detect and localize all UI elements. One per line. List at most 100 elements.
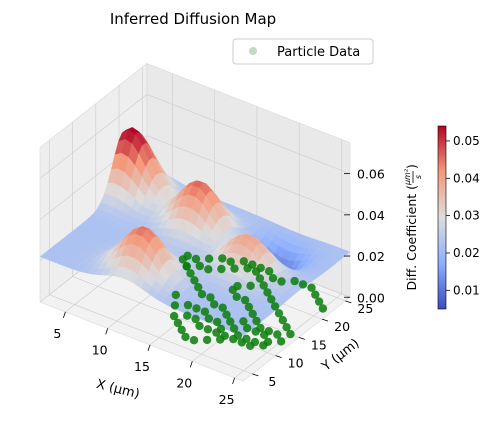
- z-axis-label-unit-num: μm²: [403, 168, 412, 186]
- particle-point: [233, 281, 242, 291]
- particle-point: [178, 255, 188, 264]
- y-tick-label: 15: [311, 337, 327, 352]
- particle-point: [182, 262, 191, 271]
- particle-point: [206, 293, 215, 302]
- particle-point: [229, 324, 239, 333]
- particle-point: [252, 316, 261, 326]
- particle-point: [170, 301, 180, 310]
- z-axis-label-close: ): [404, 164, 419, 169]
- z-tick-label: 0.06: [357, 167, 385, 182]
- colorbar-gradient: [437, 125, 447, 310]
- particle-point: [226, 257, 235, 266]
- particle-point: [192, 304, 201, 313]
- particle-point: [190, 276, 199, 285]
- x-tick-mark: [147, 344, 151, 352]
- particle-point: [200, 307, 210, 316]
- particle-point: [194, 283, 203, 292]
- particle-point: [268, 274, 278, 283]
- particle-point: [274, 309, 284, 318]
- particle-point: [246, 341, 255, 350]
- particle-point: [237, 338, 246, 347]
- particle-point: [191, 254, 201, 264]
- z-tick-label: 0.00: [357, 290, 385, 305]
- gridline-z: [39, 94, 351, 179]
- legend-box: [232, 38, 374, 65]
- z-tick-label: 0.02: [357, 249, 385, 264]
- particle-point: [265, 267, 274, 276]
- particle-point: [244, 302, 254, 312]
- y-tick-mark: [345, 300, 352, 304]
- z-axis-label-main: Diff. Coefficient (: [404, 185, 419, 291]
- particle-point: [239, 317, 248, 326]
- particle-point: [220, 331, 229, 340]
- particle-point: [195, 321, 204, 331]
- x-tick-mark: [189, 361, 193, 368]
- particle-point: [311, 290, 320, 299]
- particle-point: [169, 311, 179, 321]
- particle-point: [239, 257, 248, 266]
- svg-text:Diff. Coefficient (: Diff. Coefficient (: [404, 185, 419, 291]
- particle-point: [248, 260, 257, 269]
- x-tick-label: 5: [53, 326, 61, 341]
- particle-point: [230, 264, 239, 273]
- particle-point: [203, 325, 213, 334]
- x-tick-mark: [63, 311, 66, 319]
- particle-point: [314, 297, 324, 306]
- x-tick-mark: [105, 328, 109, 335]
- particle-point: [173, 318, 183, 328]
- particle-point: [276, 337, 286, 346]
- particle-point: [267, 295, 276, 304]
- particle-point: [260, 330, 269, 339]
- particle-point: [273, 330, 282, 339]
- z-axis-label: Diff. Coefficient ( μm² s ): [403, 164, 423, 290]
- particle-point: [251, 327, 260, 336]
- particle-point: [210, 300, 219, 309]
- particle-point: [177, 325, 186, 335]
- particle-point: [282, 323, 291, 332]
- particle-point: [286, 329, 295, 339]
- y-tick-mark: [275, 355, 282, 359]
- particle-point: [307, 283, 316, 292]
- particle-point: [246, 281, 255, 290]
- particle-points: [169, 251, 328, 350]
- particle-point: [255, 274, 265, 283]
- colorbar-tick-label: 0.03: [453, 209, 480, 223]
- particle-point: [270, 302, 280, 311]
- colorbar-tick-label: 0.02: [453, 246, 480, 260]
- particle-point: [232, 292, 241, 301]
- y-tick-mark: [298, 337, 305, 340]
- particle-point: [186, 269, 195, 278]
- particle-point: [248, 309, 257, 319]
- particle-point: [222, 310, 231, 319]
- particle-point: [277, 277, 286, 286]
- legend-entry-particle-data: Particle Data: [277, 45, 360, 60]
- chart-title: Inferred Diffusion Map: [110, 10, 276, 28]
- particle-point: [259, 281, 268, 290]
- colorbar: 0.01 0.02 0.03 0.04 0.05: [437, 125, 480, 310]
- x-tick-label: 20: [176, 375, 192, 390]
- particle-point: [216, 324, 226, 334]
- particle-point: [183, 311, 192, 320]
- y-tick-label: 20: [334, 319, 350, 334]
- y-tick-mark: [252, 373, 259, 377]
- y-tick-label: 10: [288, 356, 304, 371]
- particle-point: [213, 317, 222, 327]
- x-tick-label: 15: [134, 359, 150, 374]
- particle-point: [243, 324, 252, 333]
- x-tick-mark: [232, 377, 235, 385]
- particle-point: [181, 332, 190, 342]
- z-tick-label: 0.04: [357, 208, 385, 223]
- particle-point: [171, 290, 180, 300]
- x-tick-label: 10: [92, 342, 108, 357]
- particle-point: [204, 314, 213, 323]
- particle-point: [191, 314, 200, 324]
- particle-point: [263, 288, 272, 297]
- particle-point: [290, 276, 299, 286]
- particle-point: [298, 280, 308, 289]
- gridline-z: [39, 135, 351, 220]
- particle-point: [202, 335, 212, 345]
- particle-point: [183, 300, 193, 310]
- particle-point: [229, 334, 238, 344]
- particle-point: [189, 336, 199, 345]
